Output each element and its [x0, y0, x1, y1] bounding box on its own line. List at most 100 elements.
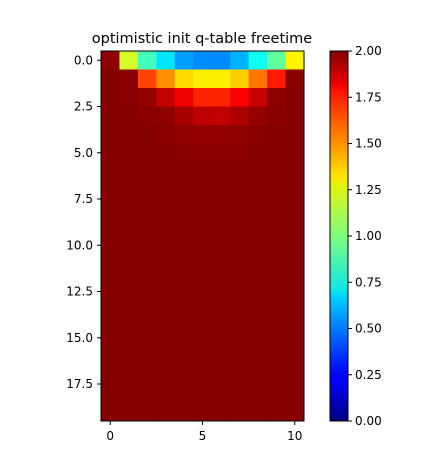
heat-cell: [156, 217, 176, 237]
heat-cell: [193, 180, 213, 200]
heat-cell: [193, 199, 213, 218]
heat-cell: [119, 273, 139, 292]
y-axis: 0.0 2.5 5.0 7.5 10.0 12.5 15.0 17.5: [66, 53, 101, 391]
heat-cell: [101, 69, 120, 89]
heat-cell: [137, 254, 157, 274]
heat-cell: [174, 125, 194, 144]
heat-cell: [267, 162, 287, 181]
heat-cell: [119, 88, 139, 107]
heat-cell: [193, 310, 213, 329]
heat-cell: [267, 51, 287, 70]
heat-cell: [101, 365, 120, 385]
heat-cell: [230, 254, 250, 274]
heat-cell: [248, 143, 268, 163]
heat-cell: [119, 125, 139, 144]
heat-cell: [267, 106, 287, 126]
heat-cell: [174, 217, 194, 237]
heat-cell: [101, 273, 120, 292]
y-tick-label: 5.0: [74, 146, 93, 160]
heat-cell: [248, 365, 268, 385]
heat-cell: [211, 125, 231, 144]
heat-cell: [137, 365, 157, 385]
heat-cell: [119, 310, 139, 329]
heat-cell: [101, 310, 120, 329]
heat-cell: [230, 273, 250, 292]
heat-cell: [230, 291, 250, 311]
heat-cell: [119, 365, 139, 385]
heat-cell: [137, 143, 157, 163]
heat-cell: [193, 88, 213, 107]
heat-cell: [137, 217, 157, 237]
heat-cell: [248, 402, 268, 422]
heat-cell: [119, 347, 139, 366]
heat-cell: [174, 51, 194, 70]
heat-cell: [211, 51, 231, 70]
heat-cell: [193, 69, 213, 89]
heat-cell: [137, 402, 157, 422]
heat-cell: [285, 310, 305, 329]
colorbar-tick-label: 1.75: [355, 90, 382, 104]
heat-cell: [174, 365, 194, 385]
heat-cell: [267, 384, 287, 403]
heat-cell: [211, 217, 231, 237]
heat-cell: [193, 328, 213, 348]
heat-cell: [230, 384, 250, 403]
heat-cell: [156, 199, 176, 218]
heat-cell: [174, 328, 194, 348]
heat-cell: [248, 254, 268, 274]
heat-cell: [101, 199, 120, 218]
heat-cell: [101, 51, 120, 70]
heat-cell: [193, 402, 213, 422]
plot-frame: [100, 50, 305, 422]
colorbar-ticks: 0.00 0.25 0.50 0.75 1.00 1.25 1.50 1.75 2.00: [348, 44, 382, 428]
heat-cell: [174, 291, 194, 311]
heat-cell: [285, 125, 305, 144]
heat-cell: [230, 365, 250, 385]
heat-cell: [174, 106, 194, 126]
heat-cell: [119, 162, 139, 181]
heat-cell: [137, 125, 157, 144]
heat-cell: [285, 88, 305, 107]
heat-cell: [156, 69, 176, 89]
heat-cell: [119, 199, 139, 218]
heat-cell: [101, 291, 120, 311]
heat-cell: [248, 199, 268, 218]
heat-cell: [267, 180, 287, 200]
heat-cell: [230, 106, 250, 126]
heat-cell: [193, 384, 213, 403]
heat-cell: [285, 273, 305, 292]
heat-cell: [174, 273, 194, 292]
heat-cell: [193, 125, 213, 144]
heat-cell: [230, 347, 250, 366]
heat-cell: [119, 328, 139, 348]
heat-cell: [285, 254, 305, 274]
heat-cell: [137, 88, 157, 107]
heat-cell: [137, 236, 157, 255]
heat-cell: [174, 88, 194, 107]
heat-cell: [267, 199, 287, 218]
heat-cell: [156, 310, 176, 329]
y-tick-label: 15.0: [66, 331, 93, 345]
heat-cell: [248, 347, 268, 366]
heat-cell: [211, 291, 231, 311]
heat-cell: [267, 291, 287, 311]
heat-cell: [230, 69, 250, 89]
heat-cell: [193, 347, 213, 366]
heat-cell: [267, 365, 287, 385]
colorbar-tick-label: 0.00: [355, 414, 382, 428]
heat-cell: [119, 384, 139, 403]
heat-cell: [119, 180, 139, 200]
heat-cell: [101, 217, 120, 237]
heat-cell: [248, 69, 268, 89]
y-tick-label: 17.5: [66, 377, 93, 391]
heat-cell: [101, 402, 120, 422]
heat-cell: [174, 254, 194, 274]
heat-cell: [193, 106, 213, 126]
heat-cell: [156, 328, 176, 348]
heat-cell: [119, 51, 139, 70]
heat-cell: [119, 143, 139, 163]
heat-cell: [119, 217, 139, 237]
y-tick-label: 10.0: [66, 238, 93, 252]
y-tick-label: 0.0: [74, 53, 93, 67]
heat-cell: [230, 125, 250, 144]
